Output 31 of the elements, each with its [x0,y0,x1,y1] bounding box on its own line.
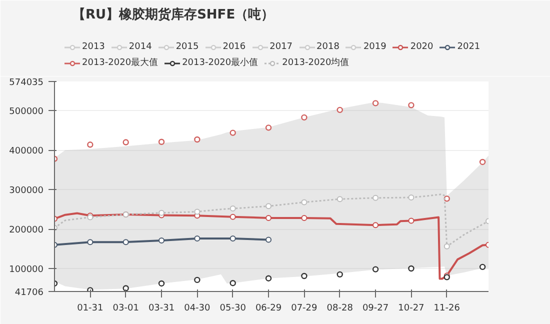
x-tick-label: 03-31 [148,304,175,314]
y-tick-label: 300000 [9,186,44,196]
y-tick-label: 200000 [9,226,44,236]
legend-label: 2013-2020均值 [282,56,350,69]
x-tick-label: 03-01 [112,304,139,314]
y-tick-label: 574035 [9,78,44,88]
x-tick-label: 05-30 [220,304,246,314]
y-tick-label: 500000 [9,107,44,118]
legend-label: 2020 [410,42,434,52]
legend-label: 2013-2020最大值 [82,56,158,69]
chart-title: 【RU】橡胶期货库存SHFE（吨） [72,6,274,22]
legend-label: 2018 [316,42,340,52]
legend-label: 2016 [222,42,246,52]
x-tick-label: 01-31 [77,304,104,314]
legend-label: 2014 [128,42,152,52]
x-tick-label: 11-26 [434,304,460,314]
x-tick-label: 09-27 [362,304,389,314]
legend-label: 2019 [363,42,386,52]
x-tick-label: 10-27 [398,304,424,314]
legend-label: 2021 [457,42,480,52]
x-tick-label: 07-29 [291,304,318,314]
y-tick-label: 100000 [9,265,44,276]
legend-label: 2015 [176,42,199,52]
x-tick-label: 08-28 [326,304,354,314]
y-tick-label: 41706 [14,288,44,298]
legend-label: 2013 [82,42,105,52]
legend-label: 2013-2020最小值 [182,56,258,69]
legend-label: 2017 [270,42,293,52]
x-tick-label: 06-29 [255,304,282,314]
y-tick-label: 400000 [9,146,44,157]
x-tick-label: 04-30 [184,304,211,314]
